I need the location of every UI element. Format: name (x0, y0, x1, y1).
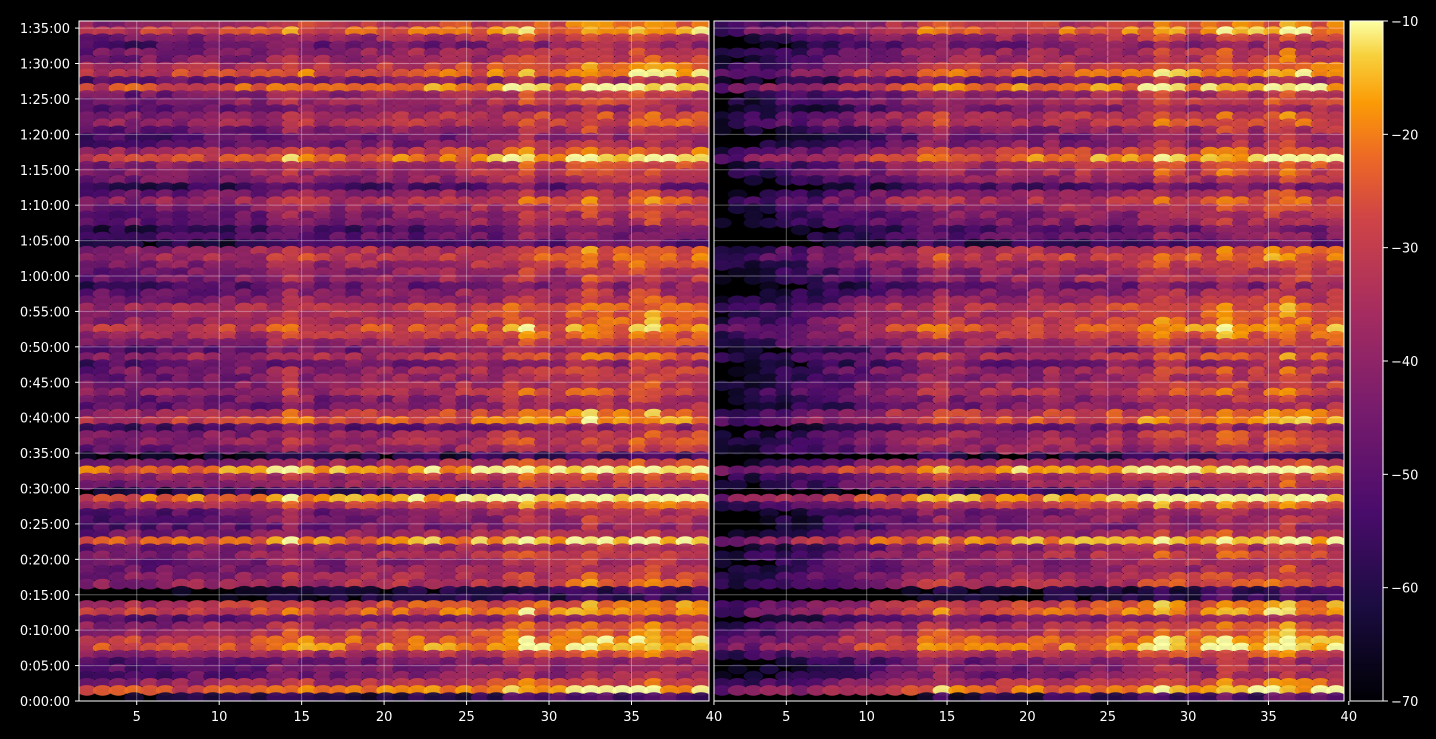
heatmap-cell (344, 692, 365, 701)
heatmap-cell (203, 578, 223, 590)
heatmap-cell (714, 217, 732, 229)
heatmap-cell (360, 692, 381, 701)
heatmap-cell (790, 175, 811, 186)
heatmap-cell (691, 692, 709, 701)
heatmap-cell (565, 692, 585, 701)
heatmap-cell (155, 692, 176, 701)
heatmap-panel-right (714, 21, 1344, 701)
heatmap-cell (759, 68, 779, 80)
heatmap-cell (727, 68, 748, 80)
heatmap-cell (675, 692, 696, 701)
heatmap-cell (187, 692, 207, 701)
heatmap-cell (439, 692, 459, 701)
heatmap-cell (806, 231, 827, 243)
heatmap-cell (596, 692, 617, 701)
heatmap-cell (743, 33, 764, 44)
heatmap-cell (581, 692, 601, 701)
heatmap-cell (714, 26, 732, 37)
heatmap-panel-left (79, 21, 709, 701)
heatmap-cell (455, 692, 475, 701)
heatmap-cell (140, 231, 160, 243)
heatmap-cell (313, 692, 333, 701)
heatmap-cell (140, 578, 160, 590)
heatmap-cell (203, 692, 223, 701)
heatmap-cell (822, 217, 842, 229)
heatmap-cell (92, 444, 113, 455)
heatmap-cell (140, 685, 160, 696)
heatmap-cell (79, 685, 97, 696)
heatmap-cell (218, 692, 239, 701)
heatmap-cell (714, 83, 732, 94)
heatmap-cell (297, 692, 318, 701)
heatmap-cell (187, 578, 207, 590)
heatmap-cell (727, 83, 748, 94)
heatmap-cell (628, 692, 648, 701)
heatmap-cell (775, 217, 795, 229)
heatmap-cell (743, 175, 764, 186)
heatmap-cell (407, 692, 428, 701)
heatmap-cell (727, 203, 748, 214)
heatmap-cell (727, 26, 748, 37)
heatmap-cell (108, 578, 129, 590)
heatmap-cell (124, 578, 144, 590)
heatmap-cell (79, 578, 97, 590)
heatmap-cell (376, 444, 396, 455)
heatmap-cell (775, 33, 795, 44)
heatmap-cell (790, 224, 811, 236)
heatmap-cell (502, 692, 522, 701)
heatmap-cell (155, 578, 176, 590)
heatmap-cell (806, 175, 827, 186)
heatmap-cell (743, 217, 764, 229)
heatmap-cell (92, 578, 113, 590)
heatmap-cell (124, 444, 144, 455)
heatmap-cell (423, 578, 444, 590)
heatmap-cell (714, 153, 732, 165)
heatmap-cell (644, 692, 664, 701)
heatmap-cell (218, 444, 239, 455)
heatmap-cell (759, 217, 779, 229)
heatmap-cell (727, 118, 748, 129)
heatmap-cell (171, 692, 192, 701)
heatmap-cell (124, 692, 144, 701)
heatmap-cell (759, 203, 779, 214)
heatmap-cell (727, 168, 748, 179)
heatmap-cell (612, 692, 633, 701)
heatmap-cell (250, 585, 270, 597)
heatmap-cell (470, 692, 491, 701)
heatmap-cell (376, 692, 396, 701)
heatmap-cell (775, 175, 795, 186)
heatmap-cell (759, 118, 779, 129)
heatmap-cell (234, 585, 255, 597)
heatmap-cell (92, 685, 113, 696)
heatmap-cell (714, 125, 732, 137)
heatmap-cell (218, 578, 239, 590)
heatmap-cell (549, 692, 570, 701)
heatmap-cell (266, 692, 286, 701)
heatmap-cell (171, 444, 192, 455)
heatmap-cell (171, 585, 192, 597)
heatmap-cell (313, 585, 333, 597)
heatmap-cell (187, 444, 207, 455)
heatmap-cell (234, 692, 255, 701)
heatmap-cell (659, 692, 680, 701)
heatmap-cell (108, 685, 129, 696)
heatmap-cell (727, 47, 748, 59)
heatmap-cell (344, 585, 365, 597)
heatmap-cell (486, 692, 507, 701)
heatmap-cell (329, 692, 349, 701)
heatmap-cell (79, 479, 97, 491)
heatmap-cell (743, 125, 764, 137)
heatmap-cell (806, 217, 827, 229)
heatmap-cell (376, 578, 396, 590)
heatmap-cell (759, 168, 779, 179)
heatmap-cell (423, 692, 444, 701)
heatmap-cell (281, 692, 302, 701)
heatmap-cell (392, 692, 412, 701)
heatmap-cell (533, 692, 554, 701)
heatmap-cell (250, 692, 270, 701)
heatmap-cell (518, 692, 538, 701)
